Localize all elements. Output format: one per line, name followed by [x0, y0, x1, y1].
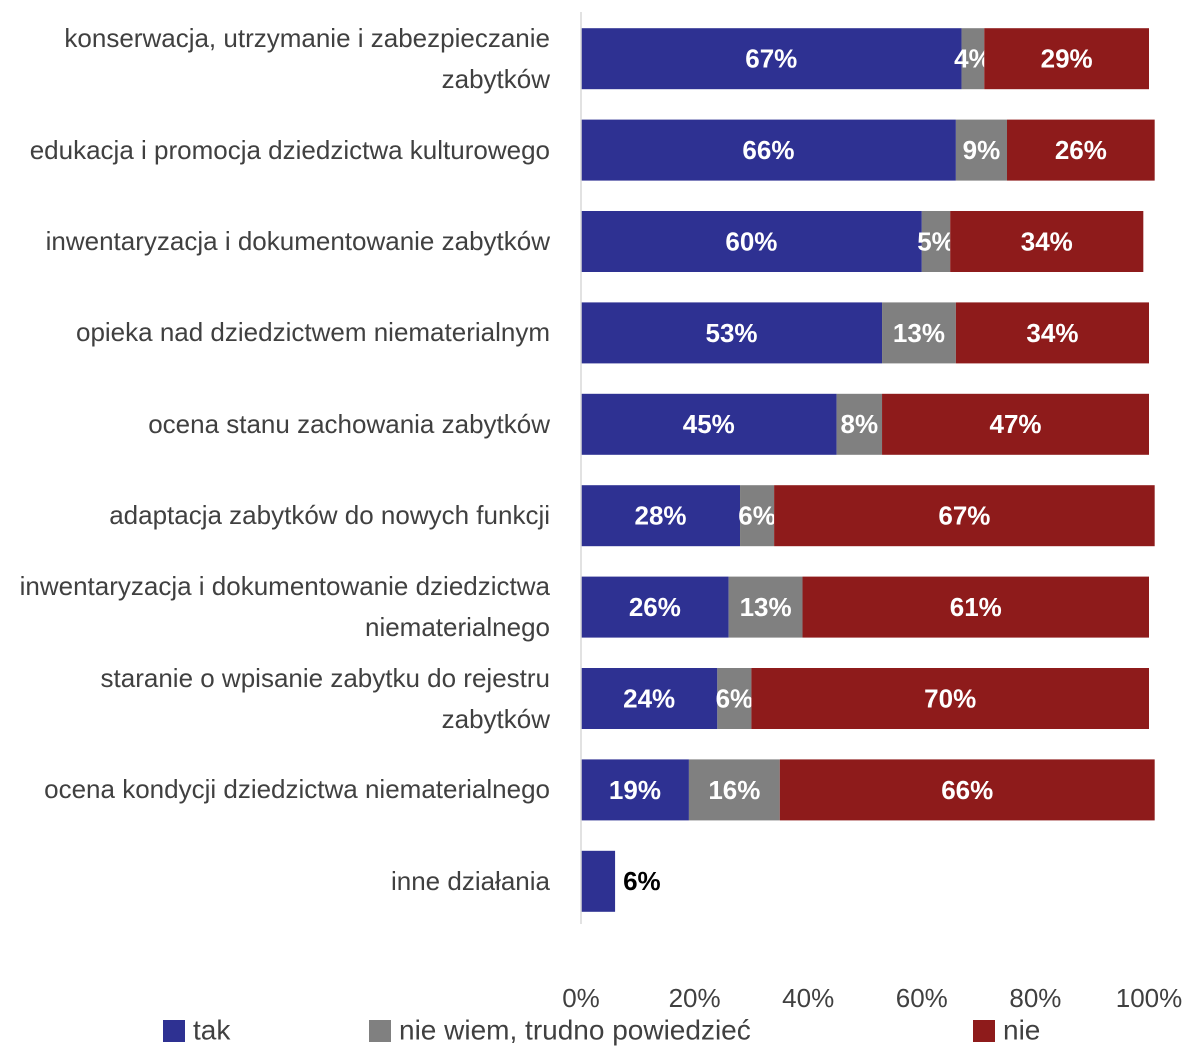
bar-segment — [779, 759, 1155, 821]
bar-segment — [717, 668, 752, 729]
data-label: 9% — [963, 135, 1001, 165]
bar-segment — [688, 759, 780, 821]
bar-segment — [581, 119, 956, 181]
bar-segment — [581, 759, 689, 821]
bar-segment — [950, 211, 1144, 272]
y-tick-label: ocena stanu zachowania zabytków — [148, 408, 550, 439]
legend-label: tak — [193, 1014, 231, 1045]
data-label: 8% — [841, 409, 879, 439]
data-label: 19% — [609, 775, 661, 805]
data-label: 26% — [629, 592, 681, 622]
bar-segment — [581, 850, 616, 912]
bar-segment — [836, 393, 883, 455]
bar-segment — [955, 302, 1149, 364]
data-label: 28% — [634, 501, 686, 531]
data-label: 67% — [745, 44, 797, 74]
data-label: 66% — [941, 775, 993, 805]
bar-segment — [581, 302, 883, 364]
x-tick-label: 0% — [562, 983, 600, 1013]
bar-segment — [581, 576, 729, 638]
bar-segment — [581, 485, 741, 547]
legend-swatch — [369, 1020, 391, 1042]
data-label: 13% — [740, 592, 792, 622]
bar-segment — [751, 668, 1149, 729]
x-tick-label: 100% — [1116, 983, 1183, 1013]
y-tick-label: konserwacja, utrzymanie i zabezpieczanie… — [64, 22, 550, 94]
y-tick-label: ocena kondycji dziedzictwa niematerialne… — [44, 774, 550, 805]
bar-segment — [882, 302, 956, 364]
data-label: 13% — [893, 318, 945, 348]
bar-segment — [1007, 119, 1155, 181]
data-label: 29% — [1041, 44, 1093, 74]
bar-segment — [802, 576, 1149, 638]
y-tick-label: inne działania — [390, 865, 550, 896]
x-tick-label: 40% — [782, 983, 834, 1013]
bar-segment — [581, 393, 837, 455]
data-label: 34% — [1021, 226, 1073, 256]
bar-segment — [955, 119, 1007, 181]
y-tick-label: inwentaryzacja i dokumentowanie zabytków — [45, 226, 550, 256]
y-tick-label: adaptacja zabytków do nowych funkcji — [109, 500, 550, 531]
data-label: 26% — [1055, 135, 1107, 165]
data-label: 70% — [924, 683, 976, 713]
legend-swatch — [973, 1020, 995, 1042]
y-tick-label: edukacja i promocja dziedzictwa kulturow… — [29, 134, 550, 165]
data-label: 6% — [716, 683, 754, 713]
data-label: 6% — [738, 501, 776, 531]
bar-segment — [581, 668, 718, 729]
bar-segment — [882, 393, 1149, 455]
bar-segment — [581, 28, 962, 90]
data-label: 5% — [917, 226, 955, 256]
data-label: 45% — [683, 409, 735, 439]
bar-segment — [984, 28, 1149, 90]
y-tick-label: opieka nad dziedzictwem niematerialnym — [75, 317, 550, 348]
data-label: 61% — [950, 592, 1002, 622]
data-label: 47% — [989, 409, 1041, 439]
data-label: 66% — [742, 135, 794, 165]
bar-segment — [961, 28, 985, 90]
x-tick-label: 20% — [669, 983, 721, 1013]
bar-segment — [728, 576, 803, 638]
y-tick-label: inwentaryzacja i dokumentowanie dziedzic… — [19, 571, 550, 643]
x-tick-label: 60% — [896, 983, 948, 1013]
y-tick-label: staranie o wpisanie zabytku do rejestru … — [100, 662, 550, 734]
data-label: 34% — [1026, 318, 1078, 348]
data-label: 53% — [705, 318, 757, 348]
bar-segment — [581, 211, 922, 272]
data-label: 60% — [725, 226, 777, 256]
x-tick-label: 80% — [1009, 983, 1061, 1013]
legend-swatch — [163, 1020, 185, 1042]
bar-segment — [921, 211, 951, 272]
bar-segment — [774, 485, 1155, 547]
legend-label: nie wiem, trudno powiedzieć — [399, 1014, 751, 1045]
data-label: 67% — [938, 501, 990, 531]
bar-segment — [740, 485, 775, 547]
data-label: 6% — [623, 866, 661, 896]
data-label: 24% — [623, 683, 675, 713]
data-label: 16% — [708, 775, 760, 805]
legend-label: nie — [1003, 1014, 1040, 1045]
